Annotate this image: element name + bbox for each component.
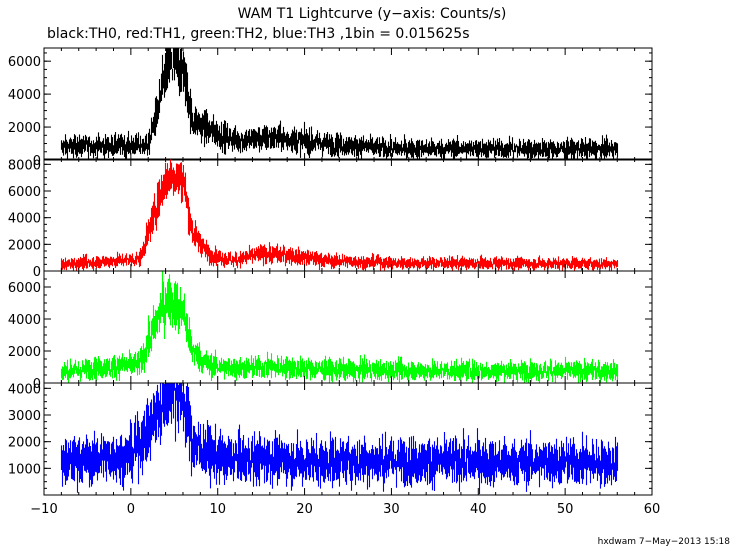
series-th3 [60, 383, 619, 495]
chart-subtitle: black:TH0, red:TH1, green:TH2, blue:TH3 … [47, 26, 470, 42]
panel-th1: 0 2000 4000 6000 8000 [8, 158, 653, 280]
y-tick-label: 4000 [8, 88, 41, 103]
x-axis: −10 0 10 20 30 40 50 60 [30, 502, 660, 517]
x-tick-label: 50 [557, 502, 574, 517]
x-tick-label: 60 [644, 502, 661, 517]
y-tick-label: 2000 [8, 238, 41, 253]
y-tick-label: 3000 [8, 409, 41, 424]
panel-frame [43, 47, 653, 161]
x-tick-label: 10 [209, 502, 226, 517]
series-th0 [60, 48, 619, 160]
x-tick-label: 20 [296, 502, 313, 517]
series-th1 [60, 159, 619, 271]
series-th2 [60, 271, 619, 383]
y-tick-label: 6000 [8, 281, 41, 296]
panel-frame [43, 158, 653, 272]
panel-th3: 1000 2000 3000 4000 [8, 382, 653, 496]
y-tick-label: 6000 [8, 185, 41, 200]
y-tick-label: 2000 [8, 121, 41, 136]
y-tick-label: 0 [33, 154, 41, 169]
x-tick-label: 30 [383, 502, 400, 517]
panels-group: 0200040006000020004000600080000200040006… [8, 47, 653, 496]
y-tick-label: 6000 [8, 55, 41, 70]
y-tick-label: 2000 [8, 345, 41, 360]
y-tick-label: 0 [33, 377, 41, 392]
footer-stamp: hxdwam 7−May−2013 15:18 [597, 537, 730, 547]
x-tick-label: 0 [127, 502, 135, 517]
panel-th0: 0 2000 4000 6000 [8, 47, 653, 169]
chart-title: WAM T1 Lightcurve (y−axis: Counts/s) [237, 6, 507, 22]
panel-frame [43, 382, 653, 496]
y-tick-label: 2000 [8, 436, 41, 451]
panel-th2: 0 2000 4000 6000 [8, 270, 653, 392]
y-tick-label: 4000 [8, 313, 41, 328]
x-tick-label: −10 [30, 502, 57, 517]
y-tick-label: 1000 [8, 462, 41, 477]
y-tick-label: 8000 [8, 158, 41, 173]
y-tick-label: 4000 [8, 212, 41, 227]
x-tick-label: 40 [470, 502, 487, 517]
y-tick-label: 4000 [8, 382, 41, 397]
y-tick-label: 0 [33, 265, 41, 280]
